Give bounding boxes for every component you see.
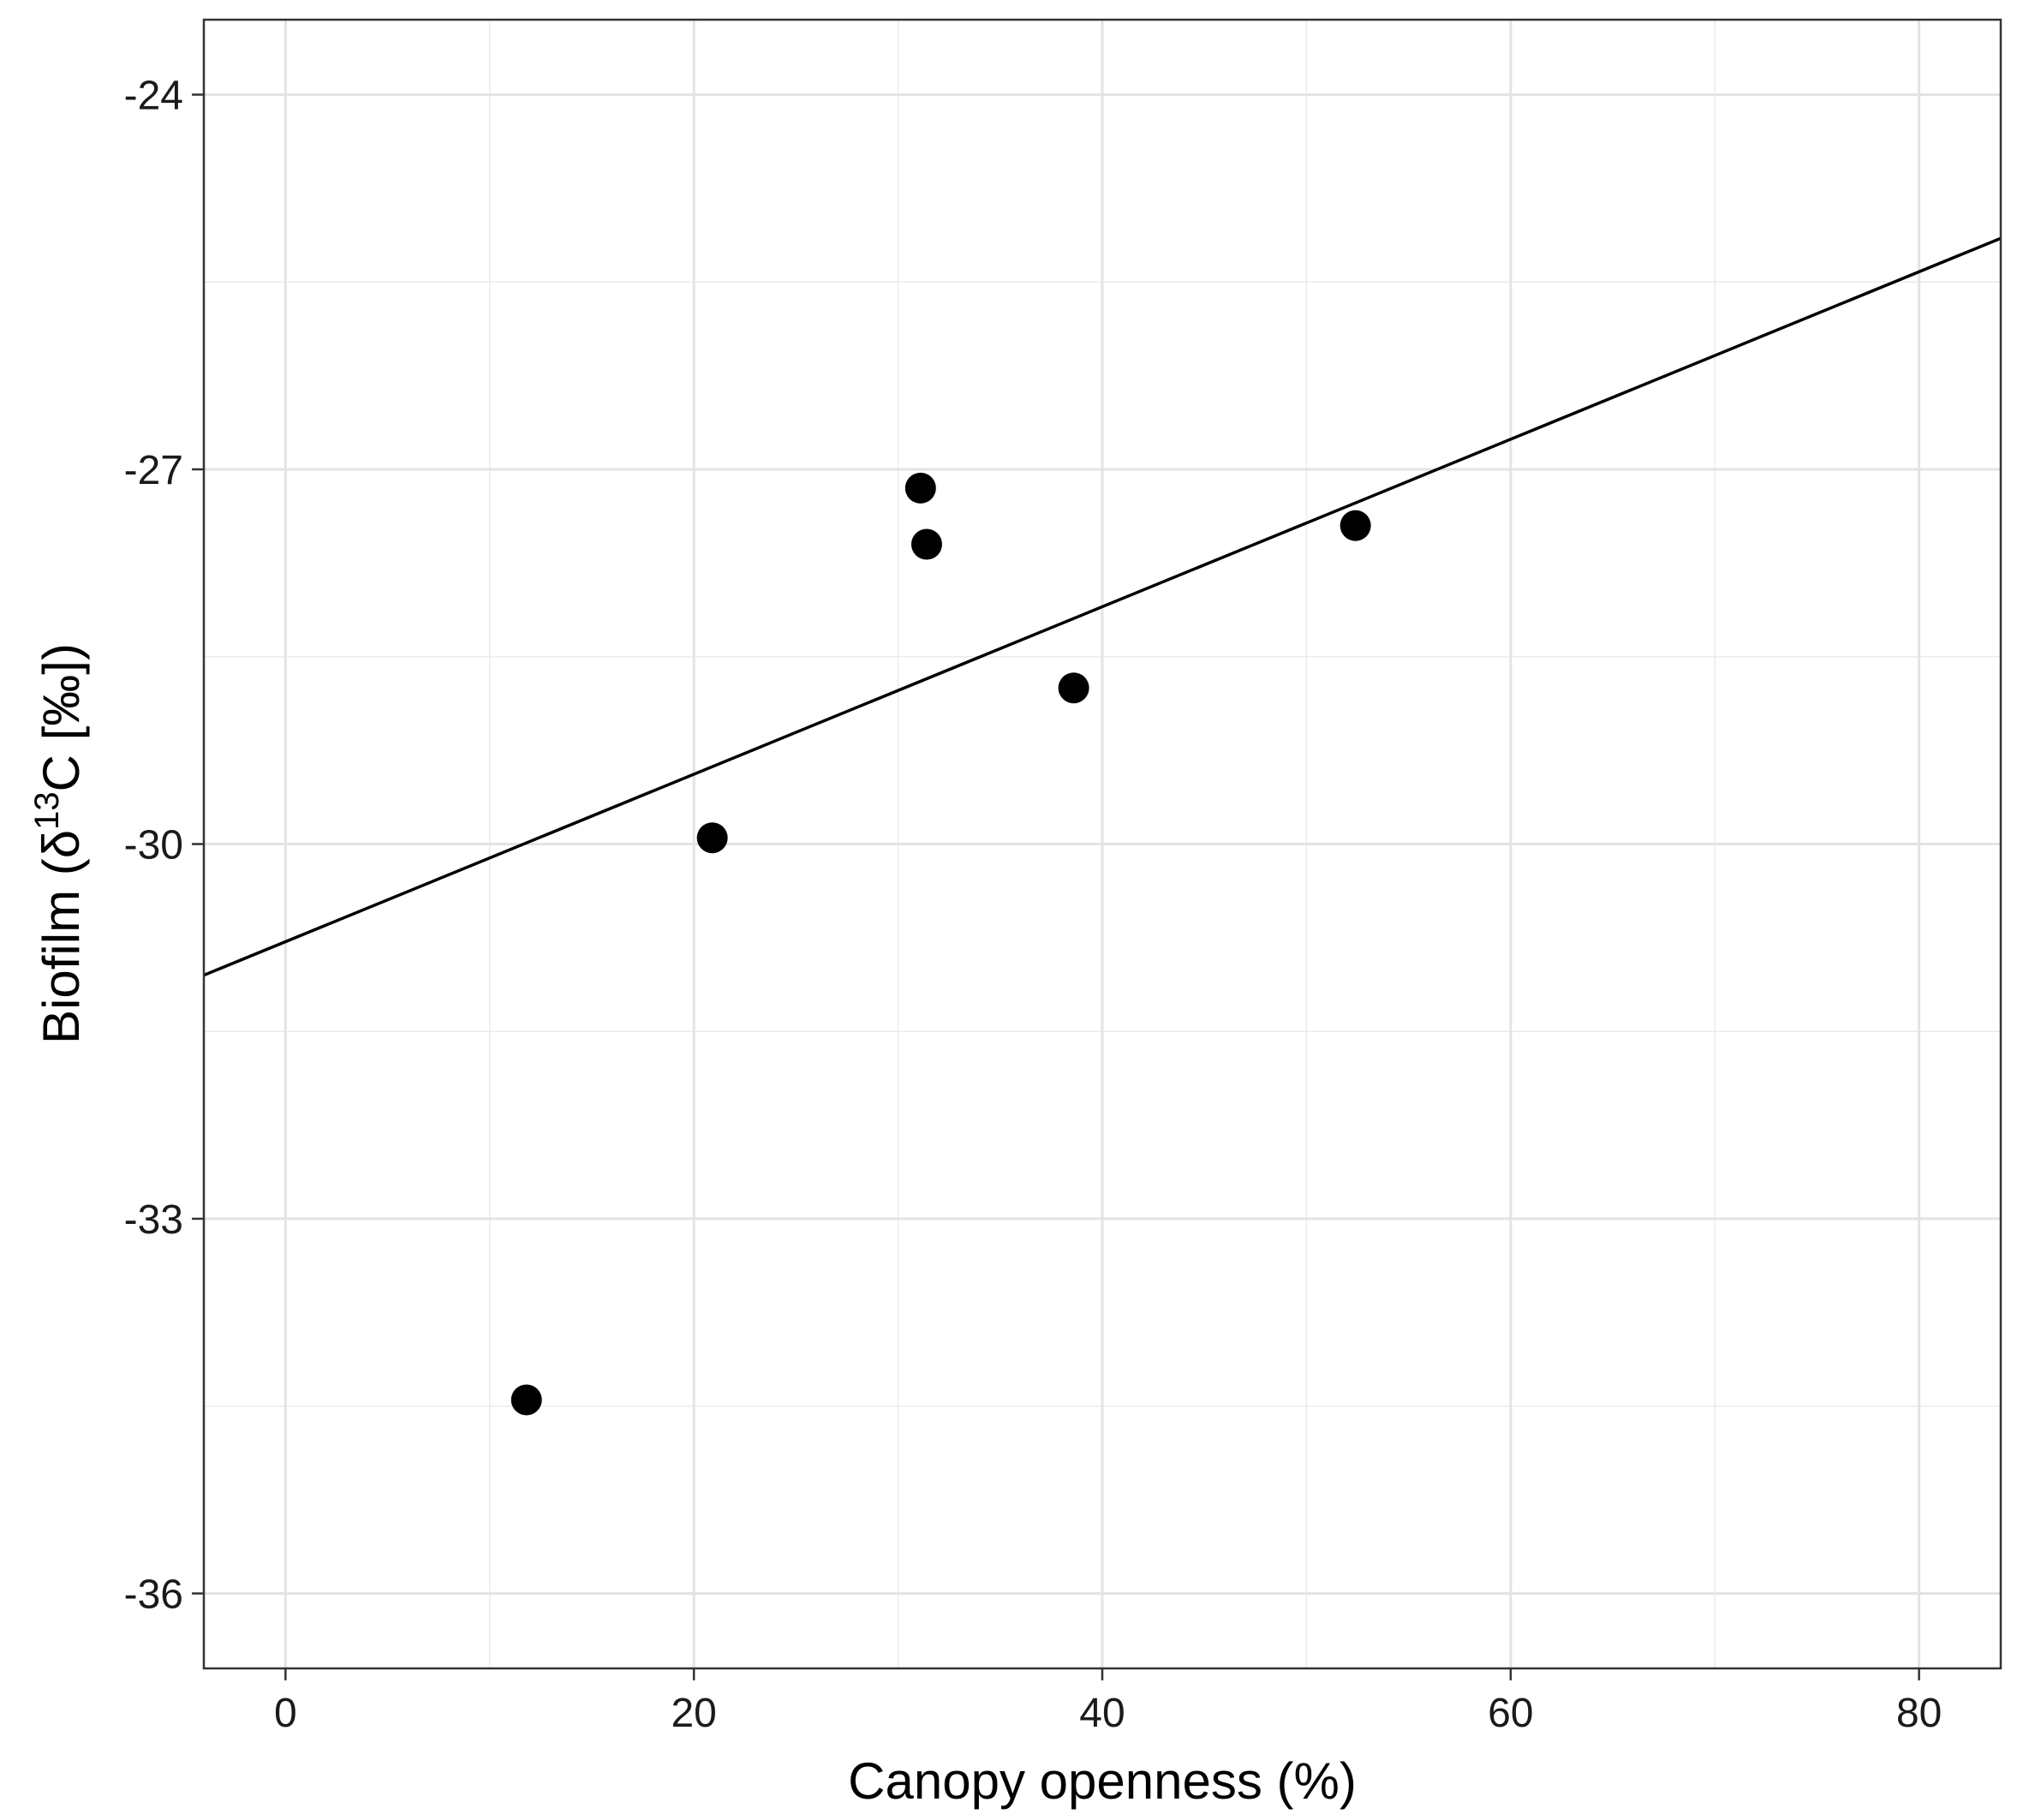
data-points-layer — [510, 472, 1371, 1416]
data-point — [910, 528, 942, 560]
y-axis-title-superscript: 13 — [28, 791, 66, 830]
data-point — [1340, 510, 1371, 541]
data-point — [510, 1384, 542, 1416]
major-gridlines — [204, 20, 2001, 1668]
x-tick-label: 60 — [1488, 1691, 1533, 1736]
x-tick-label: 80 — [1896, 1691, 1942, 1736]
data-point — [696, 822, 728, 854]
y-axis-title: Biofilm (δ13C [‰]) — [28, 643, 90, 1044]
regression-line — [203, 236, 2002, 977]
y-tick-label: -33 — [124, 1197, 183, 1243]
y-axis-title-prefix: Biofilm ( — [33, 858, 90, 1044]
y-axis-title-delta: δ — [33, 830, 90, 858]
x-axis-ticks: 0 20 40 60 80 — [274, 1668, 1942, 1736]
y-axis-ticks: -24 -27 -30 -33 -36 — [124, 74, 204, 1618]
y-axis-title-suffix: C [‰]) — [33, 643, 90, 791]
y-tick-label: -36 — [124, 1572, 183, 1618]
data-point — [1058, 672, 1089, 704]
x-tick-label: 0 — [274, 1691, 297, 1736]
y-tick-label: -30 — [124, 823, 183, 868]
data-point — [904, 472, 936, 504]
x-tick-label: 40 — [1079, 1691, 1125, 1736]
y-tick-label: -27 — [124, 448, 183, 493]
fit-line-layer — [203, 236, 2002, 977]
y-tick-label: -24 — [124, 74, 183, 119]
x-tick-label: 20 — [671, 1691, 716, 1736]
x-axis-title: Canopy openness (%) — [848, 1752, 1357, 1810]
